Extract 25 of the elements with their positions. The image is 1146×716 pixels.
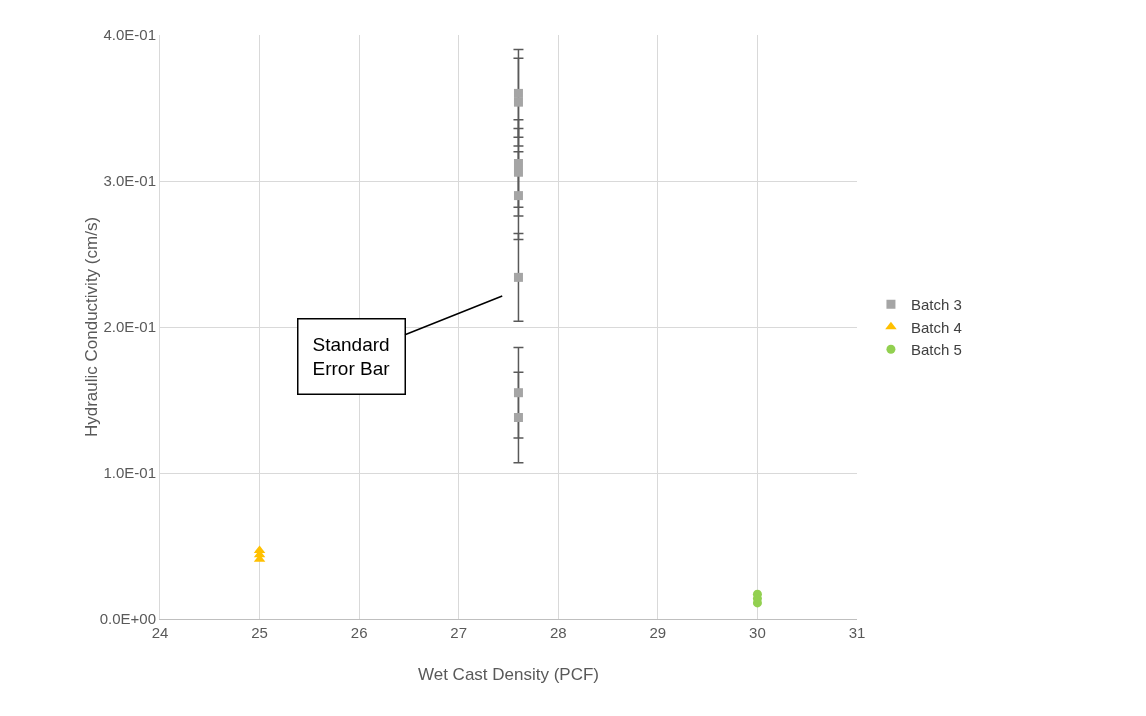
- legend-label: Batch 4: [910, 318, 962, 336]
- legend-label: Batch 3: [910, 296, 962, 314]
- x-axis-title: Wet Cast Density (PCF): [417, 665, 600, 684]
- y-tick-label: 2.0E-01: [103, 318, 156, 336]
- x-tick-label: 30: [749, 624, 766, 641]
- point: [513, 272, 523, 282]
- point: [513, 88, 523, 98]
- legend-label: Batch 5: [910, 341, 962, 359]
- point: [513, 158, 523, 168]
- point: [513, 413, 523, 423]
- point: [513, 191, 523, 201]
- x-tick-label: 26: [350, 624, 368, 641]
- y-axis-title: Hydraulic Conductivity (cm/s): [82, 216, 102, 438]
- x-tick-label: 27: [450, 624, 468, 641]
- x-tick-label: 29: [649, 624, 667, 641]
- point: [513, 97, 523, 107]
- annotation: Standard Error Bar: [312, 333, 391, 380]
- y-tick-label: 4.0E-01: [103, 26, 156, 44]
- x-tick-label: 25: [251, 624, 268, 641]
- y-tick-label: 3.0E-01: [103, 172, 156, 190]
- y-tick-label: 1.0E-01: [103, 464, 156, 482]
- x-tick-label: 28: [549, 624, 567, 641]
- x-tick-label: 31: [848, 624, 866, 641]
- point: [513, 388, 523, 398]
- point: [513, 167, 523, 177]
